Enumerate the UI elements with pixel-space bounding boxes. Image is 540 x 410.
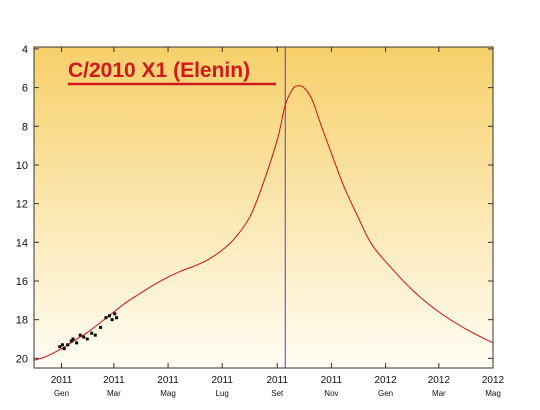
x-tick-year-label: 2011 <box>103 375 125 386</box>
observed-point <box>62 347 66 351</box>
observed-point <box>58 345 62 349</box>
x-tick-month-label: Mar <box>432 389 446 398</box>
observed-point <box>75 341 79 345</box>
predicted-magnitude-line <box>33 85 494 361</box>
x-tick-year-label: 2011 <box>211 375 233 386</box>
x-tick-month-label: Mag <box>485 389 501 398</box>
observed-point <box>78 333 82 337</box>
x-tick-year-label: 2012 <box>428 375 451 386</box>
observed-point <box>93 333 97 337</box>
observed-point <box>99 325 103 329</box>
x-tick-year-label: 2011 <box>321 375 343 386</box>
y-tick-label: 20 <box>16 353 28 365</box>
x-tick-year-label: 2011 <box>157 375 179 386</box>
observed-point <box>113 312 117 316</box>
x-tick-year-label: 2011 <box>267 375 289 386</box>
x-tick-month-label: Mar <box>107 389 121 398</box>
x-tick-month-label: Gen <box>54 389 69 398</box>
x-tick-year-label: 2012 <box>482 375 505 386</box>
x-tick-month-label: Lug <box>216 389 229 398</box>
y-tick-label: 10 <box>16 160 28 172</box>
y-tick-label: 14 <box>16 237 28 249</box>
comet-name-label: C/2010 X1 (Elenin) <box>68 59 250 82</box>
plot-frame <box>33 46 494 369</box>
x-tick-year-label: 2011 <box>51 375 73 386</box>
plot-background <box>34 47 493 368</box>
tick-marks <box>34 47 494 368</box>
x-tick-month-label: Nov <box>324 389 338 398</box>
x-tick-month-label: Gen <box>378 389 393 398</box>
x-axis-ticks: 2011 Gen 2011 Mar 2011 Mag 2011 Lug 2011 Set 2011 N… <box>51 375 505 398</box>
observed-point <box>110 318 114 322</box>
y-tick-label: 18 <box>16 315 28 327</box>
x-tick-month-label: Set <box>271 389 284 398</box>
observed-points <box>58 312 119 351</box>
y-tick-label: 8 <box>22 121 28 133</box>
observed-point <box>60 343 64 347</box>
observed-point <box>66 343 70 347</box>
observed-point <box>115 316 119 320</box>
y-tick-label: 6 <box>22 83 28 95</box>
y-axis-ticks: 4 6 8 10 12 14 16 18 20 <box>16 44 28 365</box>
observed-point <box>71 337 75 341</box>
y-tick-label: 12 <box>16 199 28 211</box>
observed-point <box>82 335 86 339</box>
x-tick-year-label: 2012 <box>374 375 397 386</box>
y-tick-label: 16 <box>16 276 28 288</box>
observed-point <box>90 331 94 335</box>
x-tick-month-label: Mag <box>160 389 176 398</box>
observed-point <box>69 339 73 343</box>
observed-point <box>107 314 111 318</box>
y-tick-label: 4 <box>22 44 28 56</box>
observed-point <box>85 337 89 341</box>
observed-point <box>104 316 108 320</box>
